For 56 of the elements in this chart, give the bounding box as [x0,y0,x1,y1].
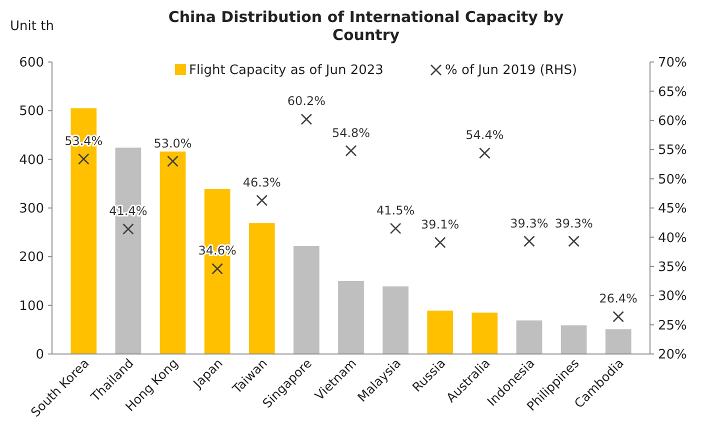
point [568,236,580,247]
data-label: 26.4% [599,292,638,306]
legend-label: Flight Capacity as of Jun 2023 [189,63,384,78]
y2-tick-label: 20% [658,348,687,363]
point [434,236,446,248]
point [612,310,624,322]
point [390,222,402,234]
y-tick-label: 200 [19,250,44,266]
bar [338,281,364,354]
y2-tick-label: 55% [658,143,687,158]
point [524,236,535,247]
point [256,194,268,206]
data-label: 39.1% [421,217,460,232]
legend-label: % of Jun 2019 (RHS) [445,63,578,78]
data-label: 46.3% [242,175,281,190]
bar [605,329,632,354]
y-tick-label: 0 [36,348,44,363]
y2-tick-label: 30% [658,289,687,304]
point [78,153,90,165]
point [167,156,178,167]
bar [248,223,275,354]
y-tick-label: 100 [19,298,44,314]
bar [294,246,320,354]
y2-tick-label: 65% [658,84,687,100]
data-label: 54.8% [332,126,370,140]
data-label: 53.0% [154,136,192,150]
data-label: 39.3% [510,216,548,230]
y2-tick-label: 60% [658,114,687,129]
data-label: 41.4% [109,204,148,218]
y-axis-title: Unit th [10,19,54,34]
chart-title: China Distribution of International Capacity by Country [168,8,564,44]
point [300,114,312,125]
data-label: 60.2% [287,94,326,108]
data-label: 54.4% [466,128,504,142]
bar [160,152,186,354]
y2-tick-label: 35% [658,260,687,275]
y2-tick-label: 70% [658,56,687,71]
bar [382,286,408,354]
point [345,145,357,156]
y-tick-label: 400 [19,152,44,168]
y-tick-label: 600 [19,56,44,71]
y-tick-label: 300 [19,202,44,217]
point [478,147,490,159]
bar [516,320,542,354]
y2-tick-label: 25% [658,318,687,334]
point [122,223,134,235]
y-tick-label: 500 [19,104,44,120]
y2-tick-label: 45% [658,202,687,217]
bar [472,312,498,354]
data-label: 39.3% [554,216,593,230]
bar [427,310,454,354]
data-label: 41.5% [376,203,415,218]
bar [560,325,587,354]
y2-tick-label: 50% [658,172,687,188]
point [212,263,224,274]
y2-tick-label: 40% [658,230,687,246]
